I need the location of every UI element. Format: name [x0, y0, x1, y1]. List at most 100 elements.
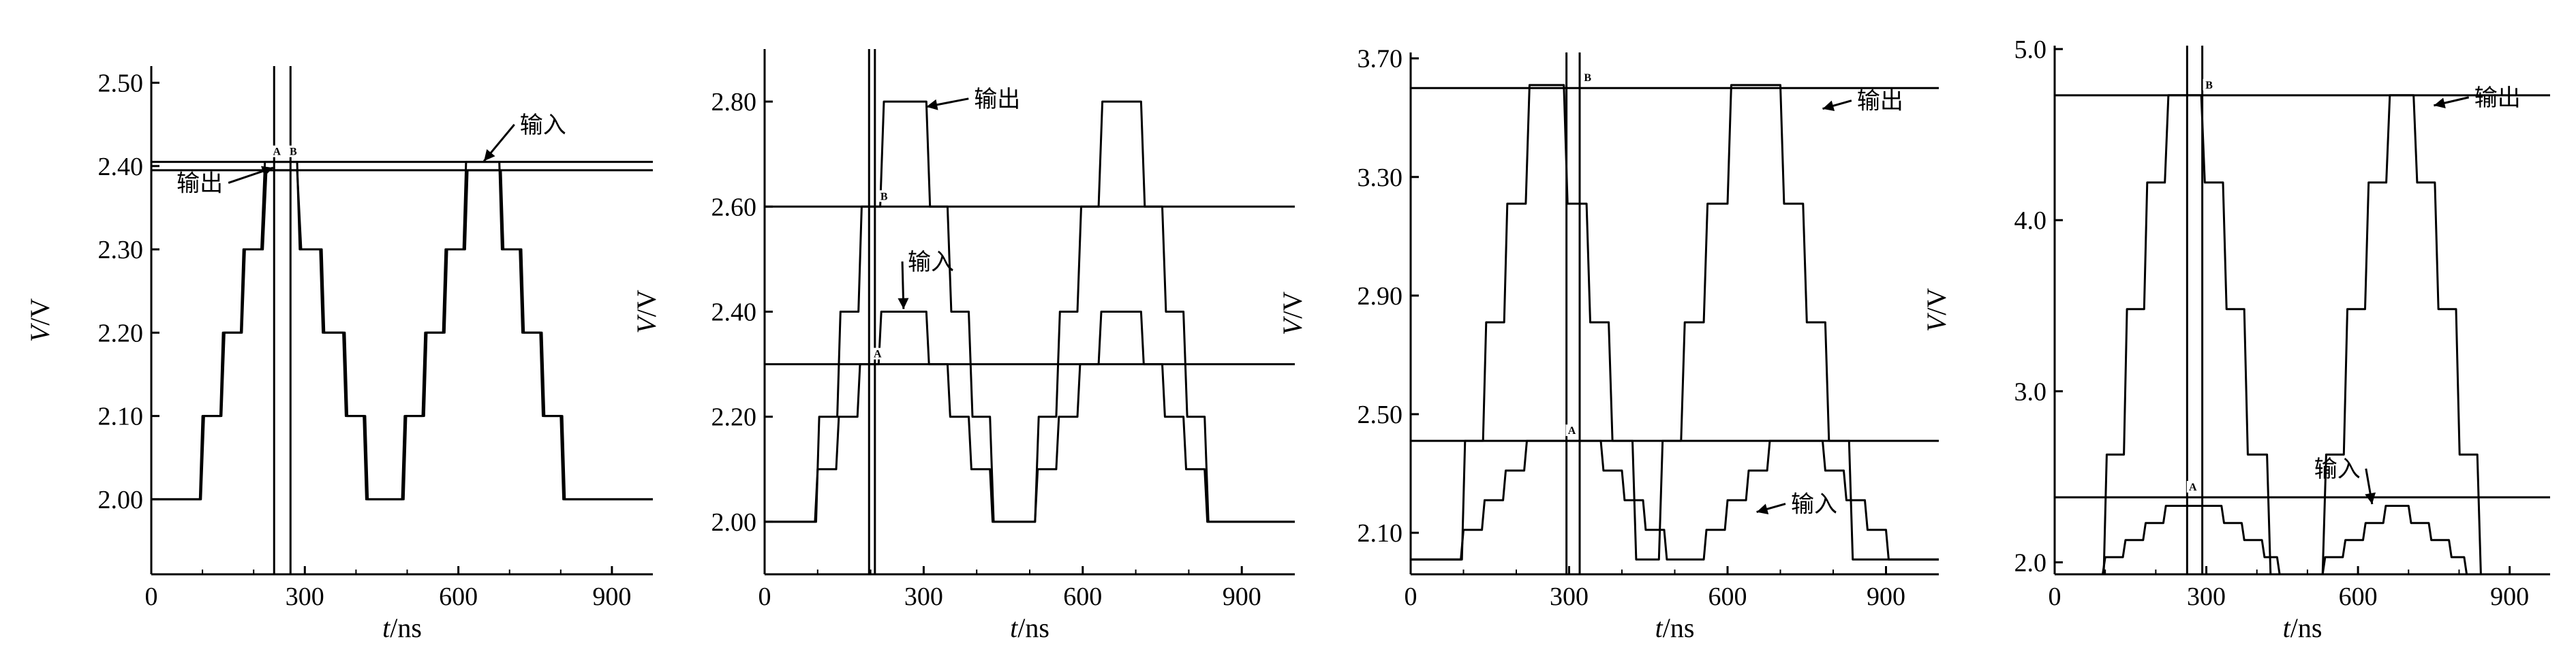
plot-area	[1411, 52, 1939, 574]
chart-panel-2: 0 300 600 900 2.00 2.20 2.40 2.60 2.80 t/ns V/V A B 输…	[631, 49, 1295, 643]
marker-b-bg	[1581, 72, 1594, 84]
marker-a-bg	[2186, 480, 2199, 493]
series-output-line	[151, 169, 653, 501]
x-axis-label: t/ns	[2283, 612, 2322, 643]
annotation-output-label: 输出	[177, 170, 223, 197]
y-tick-label: 5.0	[2014, 35, 2047, 64]
marker-b-bg	[2203, 78, 2215, 91]
y-axis-label: V/V	[25, 298, 55, 343]
annotation-arrowhead	[926, 99, 938, 110]
plot-area	[2055, 46, 2550, 574]
y-axis-label-unit: /V	[631, 290, 662, 317]
x-tick-label: 0	[758, 582, 771, 611]
series-output-line	[1411, 84, 1939, 561]
series-input-line	[151, 161, 653, 501]
x-axis-label-var: t	[1655, 612, 1663, 643]
annotation-output-label: 输出	[2474, 84, 2521, 112]
x-axis-label-var: t	[382, 612, 390, 643]
y-axis-label-var: V	[1921, 312, 1952, 332]
x-tick-label: 300	[286, 582, 324, 611]
annotation-arrowhead	[2365, 492, 2376, 505]
marker-b-bg	[287, 145, 300, 157]
x-tick-label: 300	[1550, 582, 1589, 611]
y-tick-label: 2.40	[711, 298, 757, 327]
marker-a-bg	[1565, 424, 1578, 437]
series-output-line	[765, 100, 1295, 523]
x-tick-label: 600	[2339, 582, 2378, 611]
annotation-input-label: 输入	[2314, 456, 2361, 483]
annotation-output-label: 输出	[974, 86, 1020, 113]
y-tick-label: 2.00	[711, 508, 757, 537]
x-axis-label-unit: /ns	[2290, 612, 2322, 643]
y-tick-label: 2.90	[1358, 282, 1403, 311]
marker-b-label: B	[1584, 72, 1591, 84]
y-tick-label: 2.00	[98, 486, 144, 514]
annotation-arrowhead	[1822, 100, 1835, 112]
y-tick-label: 2.50	[98, 69, 144, 97]
x-axis-label-unit: /ns	[1017, 612, 1049, 643]
y-axis-label: V/V	[631, 290, 662, 334]
x-tick-label: 300	[2187, 582, 2226, 611]
y-tick-label: 2.80	[711, 88, 757, 116]
y-tick-label: 4.0	[2014, 206, 2047, 235]
marker-b-label: B	[880, 191, 888, 202]
y-tick-label: 2.20	[98, 319, 144, 347]
x-tick-label: 900	[1223, 582, 1261, 611]
annotation-arrowhead	[2434, 97, 2446, 109]
y-tick-label: 2.40	[98, 153, 144, 181]
marker-a-label: A	[2189, 482, 2197, 493]
x-tick-label: 900	[592, 582, 631, 611]
y-tick-label: 2.10	[1358, 519, 1403, 548]
x-axis-label-unit: /ns	[1663, 612, 1695, 643]
y-axis-label-var: V	[1277, 315, 1308, 335]
y-tick-label: 2.0	[2014, 548, 2047, 577]
marker-b-label: B	[2205, 80, 2213, 91]
y-axis-label-unit: /V	[25, 298, 55, 326]
chart-panel-1: 0 300 600 9002.002.102.202.302.402.50t/nsV/…	[25, 66, 653, 643]
y-tick-label: 3.70	[1358, 45, 1403, 74]
y-tick-label: 2.60	[711, 193, 757, 221]
marker-a-label: A	[273, 146, 281, 158]
plot-area	[151, 66, 653, 574]
x-axis-label-unit: /ns	[390, 612, 422, 643]
marker-a-bg	[871, 347, 884, 360]
x-tick-label: 900	[1867, 582, 1905, 611]
x-axis-label: t/ns	[1655, 612, 1695, 643]
marker-a-bg	[271, 145, 283, 157]
x-axis-label: t/ns	[382, 612, 422, 643]
series-input-line	[2055, 505, 2550, 574]
y-axis-label-var: V	[631, 314, 662, 334]
y-axis-label-var: V	[25, 322, 55, 342]
series-input-line	[765, 311, 1295, 523]
marker-b-label: B	[290, 146, 297, 158]
marker-a-label: A	[874, 349, 882, 360]
y-tick-label: 2.30	[98, 236, 144, 264]
y-tick-label: 2.20	[711, 403, 757, 432]
y-tick-label: 2.10	[98, 403, 144, 431]
x-tick-label: 600	[439, 582, 478, 611]
y-tick-label: 3.30	[1358, 164, 1403, 192]
y-axis-label-unit: /V	[1277, 292, 1308, 319]
annotation-output-label: 输出	[1857, 88, 1903, 115]
x-tick-label: 600	[1708, 582, 1747, 611]
marker-a-label: A	[1568, 425, 1576, 437]
x-tick-label: 600	[1063, 582, 1102, 611]
annotation-arrowhead	[261, 166, 273, 176]
annotation-arrowhead	[484, 149, 495, 161]
annotation-input-label: 输入	[1791, 491, 1837, 518]
annotation-input-label: 输入	[520, 112, 566, 139]
series-input-line	[1411, 439, 1939, 561]
x-tick-label: 900	[2490, 582, 2529, 611]
x-tick-label: 0	[2049, 582, 2061, 611]
x-axis-label-var: t	[2283, 612, 2291, 643]
plot-area	[765, 49, 1295, 574]
annotation-arrowhead	[898, 298, 909, 309]
x-axis-label-var: t	[1010, 612, 1018, 643]
annotation-input-label: 输入	[908, 249, 954, 276]
annotation-arrowhead	[1756, 503, 1769, 514]
y-axis-label-unit: /V	[1921, 288, 1952, 315]
series-output-line	[2055, 94, 2550, 574]
x-axis-label: t/ns	[1010, 612, 1049, 643]
